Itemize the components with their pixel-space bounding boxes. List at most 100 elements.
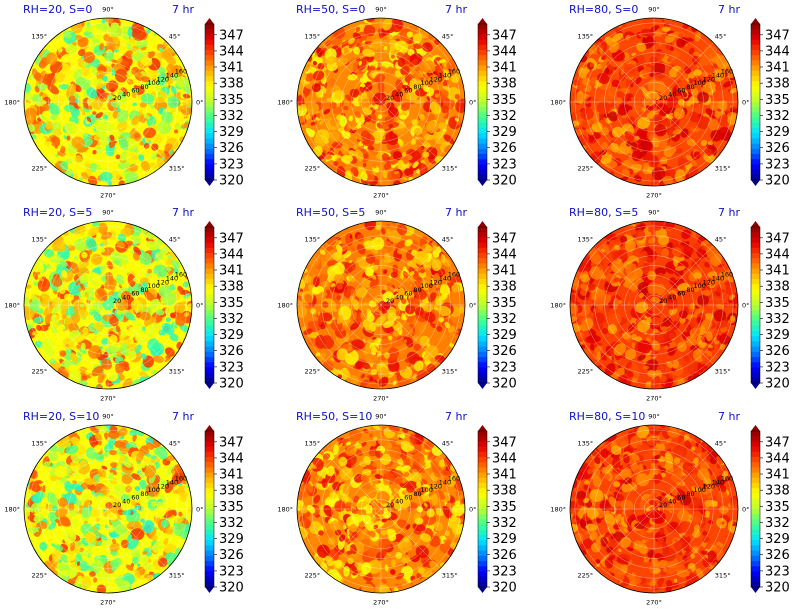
field-cell (182, 93, 191, 99)
field-cell (454, 93, 461, 100)
field-cell (308, 129, 316, 137)
field-cell (34, 72, 42, 82)
angular-gridline (653, 42, 714, 103)
field-cell (353, 145, 358, 150)
field-cell (580, 107, 594, 121)
field-cell (348, 37, 355, 45)
field-cell (597, 73, 610, 84)
field-cell (642, 37, 647, 42)
r-tick-label: 40 (395, 293, 403, 301)
field-cell (689, 111, 699, 123)
field-cell (672, 128, 683, 135)
field-cell (24, 82, 32, 93)
angular-gridline (594, 101, 655, 162)
field-cell (627, 116, 636, 124)
field-cell (654, 123, 667, 137)
field-cell (312, 60, 318, 66)
theta-tick-label: 180° (277, 99, 293, 107)
theta-tick-label: 180° (550, 506, 566, 514)
field-cell (412, 161, 419, 169)
r-tick-label: 100 (147, 79, 159, 87)
field-cell (64, 121, 78, 135)
field-cell (180, 105, 188, 110)
field-cell (608, 111, 619, 122)
field-cell (156, 121, 171, 135)
field-cell (671, 31, 681, 39)
field-cell (85, 64, 92, 69)
field-cell (104, 51, 114, 62)
r-tick-label: 60 (131, 290, 139, 298)
theta-tick-label: 225° (305, 571, 321, 579)
field-cell (642, 66, 652, 78)
r-tick-label: 40 (395, 497, 403, 505)
field-cell (317, 112, 321, 119)
r-tick-label: 160 (175, 475, 187, 483)
theta-tick-label: 135° (305, 33, 321, 41)
theta-tick-label: 135° (305, 440, 321, 448)
field-cell (420, 82, 426, 87)
field-cell (589, 62, 594, 68)
field-cell (102, 114, 109, 120)
field-cell (381, 153, 391, 163)
field-cell (574, 99, 579, 104)
field-cell (99, 42, 104, 51)
field-cell (93, 28, 104, 40)
field-cell (377, 178, 389, 185)
theta-tick-label: 270° (373, 395, 389, 403)
field-cell (57, 47, 63, 53)
field-cell (348, 116, 353, 122)
theta-tick-label: 270° (100, 599, 116, 607)
field-cell (328, 78, 337, 87)
angular-gridline (380, 42, 441, 103)
field-cell (152, 133, 163, 145)
field-cell (125, 151, 139, 164)
field-cell (422, 85, 430, 92)
field-cell (174, 129, 179, 134)
field-cell (669, 93, 676, 101)
field-cell (311, 83, 321, 93)
r-tick-label: 120 (430, 75, 442, 83)
theta-tick-label: 135° (32, 440, 48, 448)
field-cell (341, 129, 351, 139)
field-cell (414, 127, 422, 136)
field-cell (613, 66, 617, 71)
field-cell (99, 171, 113, 182)
field-cell (645, 37, 656, 46)
field-cell (623, 63, 638, 78)
field-cell (108, 169, 121, 183)
field-cell (389, 45, 396, 52)
r-tick-label: 80 (686, 83, 694, 91)
theta-tick-label: 315° (715, 571, 731, 579)
field-cell (693, 151, 701, 159)
r-tick-label: 160 (175, 271, 187, 279)
theta-tick-label: 0° (742, 506, 749, 514)
field-cell (358, 60, 362, 66)
theta-tick-label: 315° (715, 164, 731, 172)
field-cell (104, 123, 117, 135)
r-tick-label: 60 (677, 87, 685, 95)
r-tick-label: 40 (668, 293, 676, 301)
theta-tick-label: 180° (4, 302, 20, 310)
theta-tick-label: 45° (715, 33, 727, 41)
theta-tick-label: 45° (169, 236, 181, 244)
field-cell (82, 111, 86, 116)
r-tick-label: 40 (395, 90, 403, 98)
field-cell (68, 152, 74, 157)
field-cell (347, 74, 358, 81)
field-cell (362, 81, 373, 92)
r-tick-label: 40 (668, 90, 676, 98)
theta-tick-label: 225° (32, 367, 48, 375)
theta-tick-label: 135° (305, 236, 321, 244)
field-cell (656, 103, 669, 117)
field-cell (68, 95, 76, 103)
r-tick-label: 160 (448, 68, 460, 76)
field-cell (578, 67, 587, 79)
field-cell (393, 171, 400, 175)
field-cell (649, 93, 655, 99)
r-tick-label: 40 (122, 293, 130, 301)
theta-tick-label: 0° (196, 99, 203, 107)
field-cell (613, 97, 623, 105)
field-cell (60, 145, 66, 154)
field-cell (651, 137, 661, 148)
field-cell (131, 115, 140, 126)
